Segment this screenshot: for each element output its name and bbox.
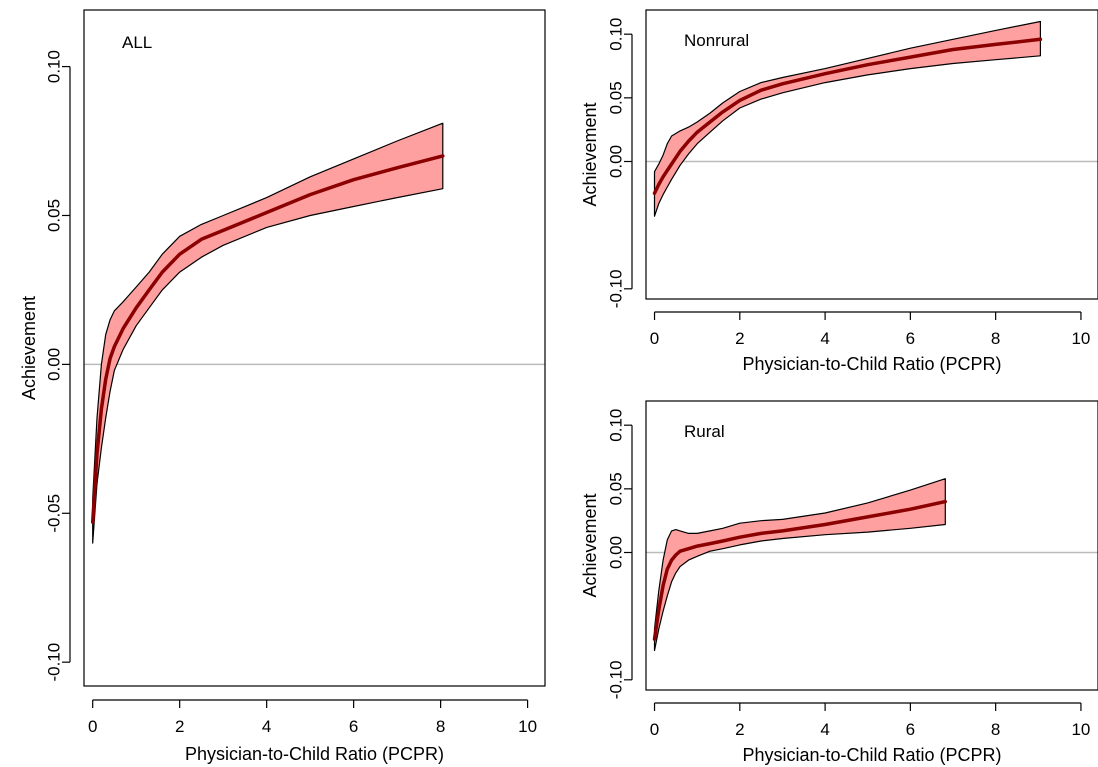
y-tick-label: 0.05 — [607, 81, 626, 114]
x-axis-label: Physician-to-Child Ratio (PCPR) — [185, 744, 444, 764]
plot-area-all — [84, 122, 545, 544]
y-tick-label: 0.10 — [607, 409, 626, 442]
x-tick-label: 2 — [175, 717, 184, 736]
x-tick-label: 8 — [991, 720, 1000, 739]
y-tick-label: -0.05 — [45, 494, 64, 533]
x-tick-label: 10 — [518, 717, 537, 736]
plot-area-nonrural — [646, 20, 1098, 217]
x-tick-label: 4 — [820, 329, 829, 348]
y-tick-label: -0.10 — [45, 643, 64, 682]
x-tick-label: 4 — [820, 720, 829, 739]
x-tick-label: 6 — [906, 329, 915, 348]
panel-title: Nonrural — [684, 31, 749, 50]
confidence-band — [92, 122, 444, 544]
x-tick-label: 2 — [735, 329, 744, 348]
y-tick-label: 0.05 — [607, 472, 626, 505]
confidence-band — [653, 478, 946, 652]
plot-frame — [645, 9, 1098, 300]
panel-title: ALL — [122, 33, 152, 52]
x-tick-label: 6 — [349, 717, 358, 736]
y-tick-label: 0.00 — [45, 348, 64, 381]
fit-line — [652, 37, 1043, 196]
x-tick-label: 0 — [650, 329, 659, 348]
x-tick-label: 6 — [906, 720, 915, 739]
x-tick-label: 10 — [1071, 720, 1090, 739]
x-tick-label: 8 — [991, 329, 1000, 348]
fit-line — [90, 154, 445, 524]
x-tick-label: 8 — [436, 717, 445, 736]
x-tick-label: 4 — [262, 717, 271, 736]
y-tick-label: -0.10 — [607, 269, 626, 308]
plot-area-rural — [646, 478, 1098, 652]
y-axis-label: Achievement — [580, 493, 600, 597]
x-tick-label: 10 — [1071, 329, 1090, 348]
fit-line — [652, 499, 948, 641]
x-tick-label: 0 — [650, 720, 659, 739]
panel-all: 0 2 4 6 8 10 -0.10 -0.05 0.00 0.05 0.10 Physician-t… — [19, 9, 546, 764]
plot-frame — [645, 400, 1098, 691]
y-tick-label: 0.00 — [607, 145, 626, 178]
x-tick-label: 2 — [735, 720, 744, 739]
x-axis-label: Physician-to-Child Ratio (PCPR) — [742, 745, 1001, 765]
confidence-band — [653, 20, 1042, 217]
y-axis-label: Achievement — [19, 296, 39, 400]
x-tick-label: 0 — [88, 717, 97, 736]
panel-rural: 0 2 4 6 8 10 -0.10 0.00 0.05 0.10 Physician-to-Chi… — [580, 400, 1098, 765]
panel-title: Rural — [684, 422, 725, 441]
plot-frame — [83, 9, 546, 687]
y-tick-label: -0.10 — [607, 660, 626, 699]
x-axis-label: Physician-to-Child Ratio (PCPR) — [742, 354, 1001, 374]
y-tick-label: 0.10 — [45, 50, 64, 83]
y-tick-label: 0.10 — [607, 18, 626, 51]
panel-nonrural: 0 2 4 6 8 10 -0.10 0.00 0.05 0.10 Physician-to-Chi… — [580, 9, 1098, 374]
y-tick-label: 0.05 — [45, 199, 64, 232]
y-tick-label: 0.00 — [607, 536, 626, 569]
y-axis-label: Achievement — [580, 102, 600, 206]
